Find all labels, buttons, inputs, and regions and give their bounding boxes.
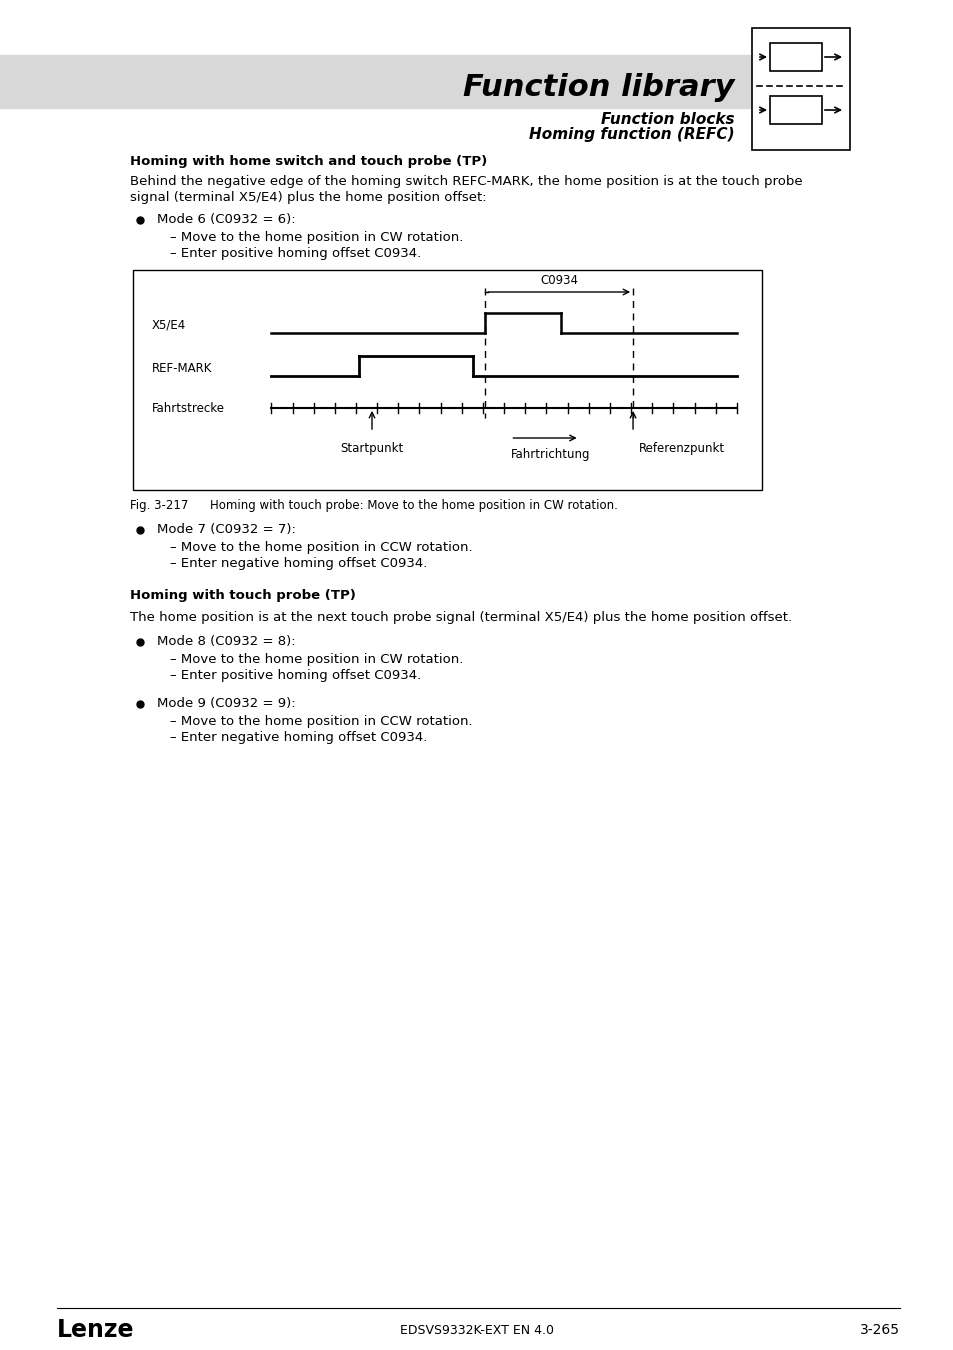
Text: Fahrtrichtung: Fahrtrichtung — [510, 448, 589, 460]
Text: Lenze: Lenze — [57, 1318, 134, 1342]
Text: X5/E4: X5/E4 — [152, 319, 186, 332]
Bar — [769, 43, 821, 72]
Text: C0934: C0934 — [539, 274, 578, 286]
Text: REF-MARK: REF-MARK — [152, 362, 212, 374]
Bar — [0, 55, 751, 108]
Text: Function blocks: Function blocks — [600, 112, 734, 127]
Text: – Move to the home position in CCW rotation.: – Move to the home position in CCW rotat… — [170, 716, 472, 729]
Text: Homing with home switch and touch probe (TP): Homing with home switch and touch probe … — [130, 155, 487, 169]
Bar — [751, 28, 849, 150]
Text: – Enter negative homing offset C0934.: – Enter negative homing offset C0934. — [170, 558, 427, 571]
Text: Homing function (REFC): Homing function (REFC) — [529, 127, 734, 143]
Text: Homing with touch probe: Move to the home position in CW rotation.: Homing with touch probe: Move to the hom… — [210, 500, 618, 513]
Text: Behind the negative edge of the homing switch REFC-MARK, the home position is at: Behind the negative edge of the homing s… — [130, 176, 801, 189]
Text: Startpunkt: Startpunkt — [340, 441, 403, 455]
Text: EDSVS9332K-EXT EN 4.0: EDSVS9332K-EXT EN 4.0 — [399, 1323, 554, 1336]
Text: – Enter positive homing offset C0934.: – Enter positive homing offset C0934. — [170, 247, 421, 259]
Text: signal (terminal X5/E4) plus the home position offset:: signal (terminal X5/E4) plus the home po… — [130, 190, 486, 204]
Text: Fahrtstrecke: Fahrtstrecke — [152, 401, 225, 414]
Text: Mode 9 (C0932 = 9):: Mode 9 (C0932 = 9): — [157, 698, 295, 710]
Text: Function library: Function library — [463, 73, 734, 103]
Text: Mode 6 (C0932 = 6):: Mode 6 (C0932 = 6): — [157, 213, 295, 227]
Text: Referenzpunkt: Referenzpunkt — [639, 441, 724, 455]
Text: Homing with touch probe (TP): Homing with touch probe (TP) — [130, 590, 355, 602]
Text: – Enter positive homing offset C0934.: – Enter positive homing offset C0934. — [170, 670, 421, 683]
Text: The home position is at the next touch probe signal (terminal X5/E4) plus the ho: The home position is at the next touch p… — [130, 610, 791, 624]
Text: 3-265: 3-265 — [859, 1323, 899, 1336]
Text: – Move to the home position in CW rotation.: – Move to the home position in CW rotati… — [170, 231, 463, 243]
Bar — [132, 270, 761, 490]
Text: Fig. 3-217: Fig. 3-217 — [130, 500, 188, 513]
Text: – Enter negative homing offset C0934.: – Enter negative homing offset C0934. — [170, 732, 427, 744]
Text: – Move to the home position in CW rotation.: – Move to the home position in CW rotati… — [170, 653, 463, 667]
Text: – Move to the home position in CCW rotation.: – Move to the home position in CCW rotat… — [170, 541, 472, 555]
Text: Mode 7 (C0932 = 7):: Mode 7 (C0932 = 7): — [157, 524, 295, 536]
Text: Mode 8 (C0932 = 8):: Mode 8 (C0932 = 8): — [157, 636, 295, 648]
Bar — [769, 96, 821, 124]
